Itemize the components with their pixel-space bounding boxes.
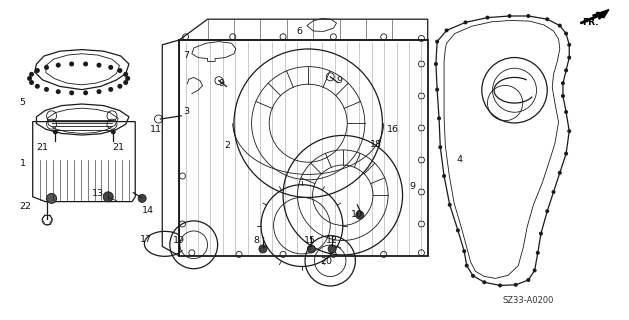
Text: 9: 9	[218, 79, 225, 88]
Circle shape	[118, 84, 123, 89]
Text: 17: 17	[140, 235, 152, 244]
Circle shape	[259, 245, 267, 253]
Text: 2: 2	[225, 141, 231, 150]
Circle shape	[53, 129, 58, 134]
Circle shape	[108, 87, 113, 92]
Circle shape	[123, 72, 128, 77]
Circle shape	[96, 63, 101, 68]
Circle shape	[29, 72, 34, 77]
Circle shape	[29, 80, 34, 85]
Text: 9: 9	[409, 182, 416, 191]
Circle shape	[56, 89, 61, 94]
Circle shape	[448, 203, 452, 207]
Circle shape	[83, 61, 88, 67]
Circle shape	[356, 211, 364, 219]
Text: 16: 16	[387, 125, 399, 134]
Text: 3: 3	[183, 108, 189, 116]
Circle shape	[567, 43, 571, 47]
Circle shape	[564, 152, 568, 156]
Text: 22: 22	[19, 202, 31, 211]
Circle shape	[552, 190, 555, 194]
Circle shape	[482, 280, 486, 284]
Circle shape	[44, 65, 49, 70]
Polygon shape	[593, 10, 609, 18]
Circle shape	[125, 76, 130, 81]
Circle shape	[486, 16, 489, 20]
Circle shape	[47, 193, 57, 204]
Text: 7: 7	[183, 52, 189, 60]
Text: 21: 21	[112, 143, 125, 152]
Text: 11: 11	[150, 125, 162, 134]
Circle shape	[56, 63, 61, 68]
Circle shape	[564, 32, 568, 36]
Circle shape	[103, 192, 113, 202]
Circle shape	[111, 129, 116, 134]
Text: 19: 19	[172, 236, 185, 245]
Text: 5: 5	[19, 98, 26, 107]
Circle shape	[83, 90, 88, 95]
Circle shape	[567, 129, 571, 133]
Text: FR.: FR.	[582, 18, 598, 27]
Circle shape	[464, 20, 467, 24]
Circle shape	[564, 68, 568, 72]
Circle shape	[536, 251, 540, 255]
Text: 15: 15	[304, 236, 316, 245]
Circle shape	[138, 194, 146, 203]
Text: 18: 18	[370, 140, 382, 149]
Circle shape	[69, 61, 74, 67]
Circle shape	[514, 283, 518, 287]
Circle shape	[35, 84, 40, 89]
Circle shape	[118, 68, 123, 73]
Circle shape	[567, 56, 571, 60]
Circle shape	[437, 116, 441, 120]
Circle shape	[434, 62, 438, 66]
Text: 14: 14	[142, 206, 154, 215]
Text: 1: 1	[19, 159, 26, 168]
Text: 9: 9	[337, 76, 343, 85]
Circle shape	[308, 245, 315, 253]
Circle shape	[44, 87, 49, 92]
Circle shape	[508, 14, 511, 18]
Circle shape	[526, 14, 530, 18]
Circle shape	[96, 89, 101, 94]
Circle shape	[69, 90, 74, 95]
Circle shape	[564, 110, 568, 114]
Circle shape	[526, 278, 530, 282]
Text: 21: 21	[36, 143, 49, 152]
Text: 8: 8	[253, 236, 260, 245]
Circle shape	[445, 28, 448, 32]
Circle shape	[561, 94, 565, 98]
Circle shape	[442, 174, 446, 178]
Text: 4: 4	[456, 156, 462, 164]
Text: 6: 6	[296, 28, 303, 36]
Circle shape	[561, 81, 565, 85]
Text: SZ33-A0200: SZ33-A0200	[503, 296, 554, 305]
Circle shape	[456, 228, 460, 232]
Text: 13: 13	[91, 189, 104, 198]
Text: 10: 10	[351, 210, 364, 219]
Circle shape	[558, 24, 562, 28]
Circle shape	[27, 76, 32, 81]
Circle shape	[435, 40, 439, 44]
Circle shape	[108, 65, 113, 70]
Circle shape	[123, 80, 128, 85]
Circle shape	[465, 264, 469, 268]
Circle shape	[462, 249, 466, 253]
Circle shape	[558, 171, 562, 175]
Circle shape	[435, 88, 439, 92]
Circle shape	[35, 68, 40, 73]
Circle shape	[471, 274, 475, 278]
Circle shape	[328, 245, 336, 253]
Circle shape	[438, 145, 442, 149]
Circle shape	[539, 232, 543, 236]
Text: 12: 12	[326, 236, 338, 245]
Circle shape	[545, 209, 549, 213]
Circle shape	[498, 284, 502, 287]
Text: 20: 20	[320, 257, 332, 266]
Circle shape	[533, 268, 537, 272]
Circle shape	[545, 17, 549, 21]
